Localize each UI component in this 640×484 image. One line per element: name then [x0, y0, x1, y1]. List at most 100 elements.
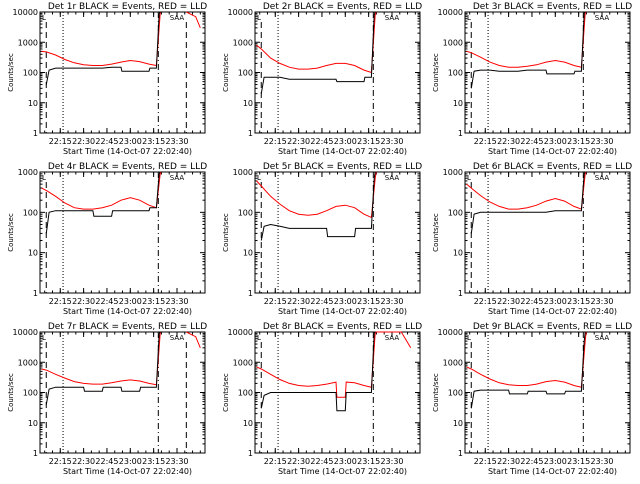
y-tick-label: 1000 [233, 38, 253, 47]
x-tick-label: 22:30 [497, 137, 520, 146]
series-line-events [470, 11, 586, 89]
series-line-events [260, 11, 376, 94]
y-tick-label: 10 [28, 249, 38, 258]
x-tick-label: 22:15 [49, 457, 72, 466]
y-tick-label: 10000 [13, 328, 38, 337]
saa-label: SAA [385, 334, 400, 342]
x-tick-label: 23:30 [590, 297, 613, 306]
y-tick-label: 100 [238, 208, 253, 217]
x-tick-label: 22:45 [310, 297, 333, 306]
y-axis-label: Counts/sec [432, 373, 440, 412]
saa-label: SAA [170, 334, 185, 342]
y-tick-label: 1000 [18, 168, 38, 177]
x-axis-label: Start Time (14-Oct-07 22:02:40) [63, 147, 192, 156]
y-axis-label: Counts/sec [222, 373, 230, 412]
y-tick-label: 1000 [233, 358, 253, 367]
panel-title: Det 8r BLACK = Events, RED = LLD [263, 322, 422, 332]
x-tick-label: 22:30 [72, 297, 95, 306]
y-tick-label: 10000 [438, 8, 463, 17]
sun-label: L [467, 14, 471, 22]
panel-title: Det 7r BLACK = Events, RED = LLD [48, 322, 207, 332]
plot-frame [39, 171, 206, 294]
panel-title: Det 4r BLACK = Events, RED = LLD [48, 162, 207, 172]
x-tick-label: 23:30 [590, 457, 613, 466]
x-tick-label: 22:45 [95, 297, 118, 306]
x-tick-label: 23:15 [357, 457, 380, 466]
x-tick-label: 23:00 [544, 137, 567, 146]
x-tick-label: 23:15 [357, 137, 380, 146]
y-tick-label: 10000 [228, 8, 253, 17]
y-tick-label: 1 [458, 129, 463, 138]
x-tick-label: 22:45 [95, 137, 118, 146]
series-line-events [45, 331, 187, 405]
sun-label: L [42, 334, 46, 342]
x-tick-label: 22:30 [287, 137, 310, 146]
x-tick-label: 22:15 [474, 457, 497, 466]
y-tick-label: 10 [453, 419, 463, 428]
y-tick-label: 100 [23, 69, 38, 78]
series-line-lld [466, 11, 587, 68]
y-tick-label: 1 [248, 449, 253, 458]
x-tick-label: 22:30 [72, 137, 95, 146]
x-tick-label: 23:15 [567, 297, 590, 306]
panel-title: Det 9r BLACK = Events, RED = LLD [473, 322, 632, 332]
y-tick-label: 10000 [438, 328, 463, 337]
x-tick-label: 22:45 [520, 297, 543, 306]
x-axis-label: Start Time (14-Oct-07 22:02:40) [278, 147, 407, 156]
y-tick-label: 1000 [233, 168, 253, 177]
x-tick-label: 22:45 [520, 457, 543, 466]
x-tick-label: 23:00 [119, 137, 142, 146]
saa-label: SAA [170, 14, 185, 22]
x-tick-label: 22:30 [497, 457, 520, 466]
y-tick-label: 10 [28, 419, 38, 428]
series-line-events [45, 171, 161, 234]
y-tick-label: 100 [23, 389, 38, 398]
x-tick-label: 22:45 [95, 457, 118, 466]
y-axis-label: Counts/sec [432, 213, 440, 252]
x-tick-label: 22:45 [310, 137, 333, 146]
x-tick-label: 23:30 [590, 137, 613, 146]
series-line-events [45, 11, 187, 85]
detector-panel-1: Det 1r BLACK = Events, RED = LLD 1 10 100 10… [7, 2, 207, 156]
panel-title: Det 3r BLACK = Events, RED = LLD [473, 2, 632, 12]
x-tick-label: 22:15 [49, 297, 72, 306]
saa-label: SAA [385, 174, 400, 182]
y-tick-label: 10 [453, 99, 463, 108]
y-tick-label: 10 [28, 99, 38, 108]
x-tick-label: 22:30 [287, 297, 310, 306]
x-tick-label: 23:15 [567, 137, 590, 146]
saa-label: SAA [385, 14, 400, 22]
x-tick-label: 22:15 [474, 297, 497, 306]
plot-frame [39, 331, 206, 454]
series-line-lld [256, 11, 377, 74]
detector-panel-7: Det 7r BLACK = Events, RED = LLD 1 10 100 10… [7, 322, 207, 476]
sun-label: L [467, 334, 471, 342]
x-tick-label: 22:45 [310, 457, 333, 466]
plot-frame [254, 171, 421, 294]
sun-label: L [467, 174, 471, 182]
x-tick-label: 22:30 [287, 457, 310, 466]
detector-panel-9: Det 9r BLACK = Events, RED = LLD 1 10 100 10… [432, 322, 632, 476]
y-tick-label: 10 [243, 419, 253, 428]
y-axis-label: Counts/sec [222, 53, 230, 92]
x-axis-label: Start Time (14-Oct-07 22:02:40) [278, 467, 407, 476]
sun-label: L [257, 334, 261, 342]
x-tick-label: 23:00 [544, 457, 567, 466]
x-tick-label: 22:15 [264, 137, 287, 146]
detector-panel-3: Det 3r BLACK = Events, RED = LLD 1 10 100 10… [432, 2, 632, 156]
x-tick-label: 23:15 [142, 297, 165, 306]
x-axis-label: Start Time (14-Oct-07 22:02:40) [63, 467, 192, 476]
series-line-events [260, 331, 376, 412]
y-tick-label: 100 [448, 208, 463, 217]
y-tick-label: 10000 [13, 8, 38, 17]
sun-label: L [257, 14, 261, 22]
x-tick-label: 22:30 [497, 297, 520, 306]
x-tick-label: 23:15 [142, 457, 165, 466]
sun-label: L [257, 174, 261, 182]
y-tick-label: 100 [238, 389, 253, 398]
saa-label: SAA [595, 334, 610, 342]
x-tick-label: 22:15 [474, 137, 497, 146]
detector-panel-2: Det 2r BLACK = Events, RED = LLD 1 10 100 10… [222, 2, 422, 156]
y-tick-label: 1 [248, 129, 253, 138]
